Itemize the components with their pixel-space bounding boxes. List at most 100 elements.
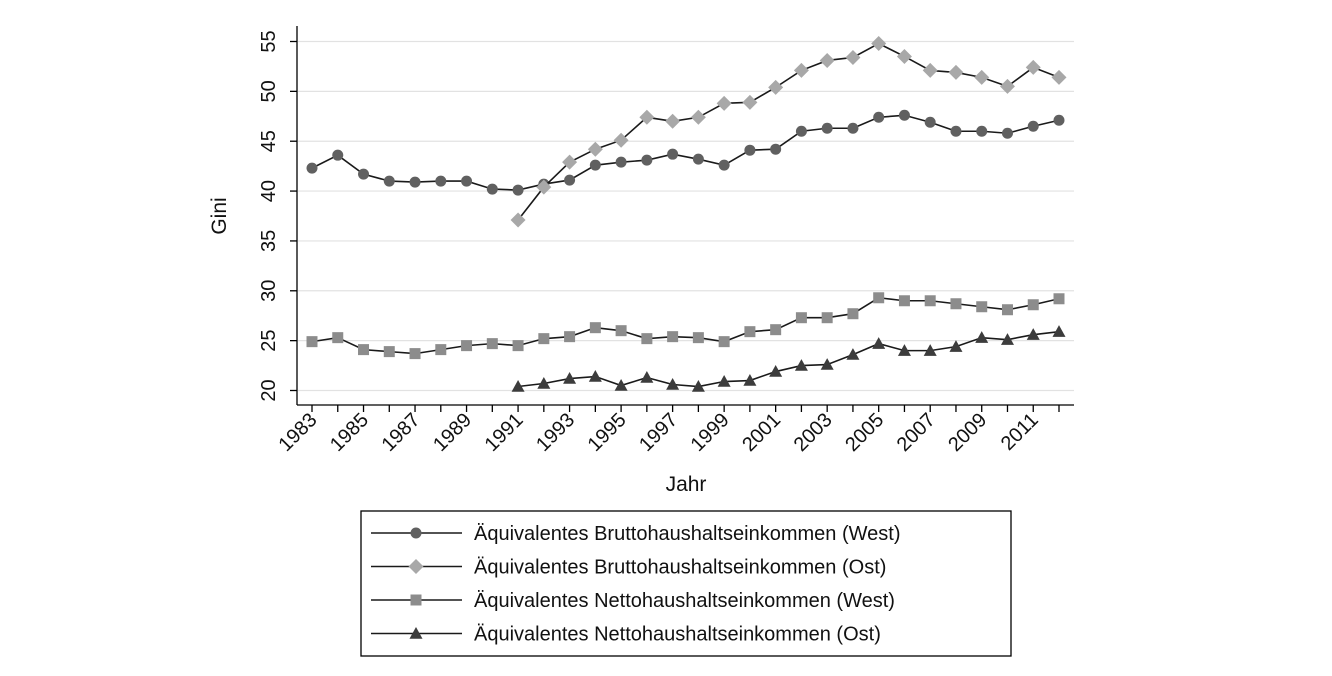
x-axis-title: Jahr: [666, 473, 707, 496]
data-point: [898, 109, 910, 121]
legend-label: Äquivalentes Nettohaushaltseinkommen (Os…: [474, 624, 881, 646]
x-tick-label: 1999: [687, 409, 734, 456]
x-ticks: 1983 1985 1987 1989 1991 1993 1995 1997 1999 2001…: [275, 405, 1060, 456]
data-point: [820, 358, 834, 370]
data-point: [332, 332, 344, 344]
data-point: [563, 372, 577, 384]
data-point: [744, 144, 756, 156]
data-point: [718, 159, 730, 171]
legend-item: Äquivalentes Bruttohaushaltseinkommen (W…: [371, 523, 901, 545]
data-point: [615, 156, 627, 168]
x-tick-label: 2001: [738, 409, 785, 456]
legend-label: Äquivalentes Nettohaushaltseinkommen (We…: [474, 590, 895, 612]
x-tick-label: 1983: [275, 409, 322, 456]
data-point: [795, 312, 807, 324]
data-point: [768, 79, 784, 95]
x-tick-label: 1989: [429, 409, 476, 456]
data-point: [845, 49, 861, 65]
data-point: [1025, 59, 1041, 75]
data-point: [769, 365, 783, 377]
data-point: [846, 348, 860, 360]
data-point: [896, 48, 912, 64]
data-point: [383, 346, 395, 358]
data-point: [976, 125, 988, 137]
data-point: [717, 375, 731, 387]
data-point: [358, 168, 370, 180]
data-point: [486, 183, 498, 195]
data-point: [948, 64, 964, 80]
x-tick-label: 2009: [944, 409, 991, 456]
legend-marker: [409, 627, 423, 639]
y-tick-label: 40: [258, 180, 280, 202]
data-point: [770, 143, 782, 155]
data-point: [667, 148, 679, 160]
x-tick-label: 2003: [790, 409, 837, 456]
data-point: [306, 162, 318, 174]
data-point: [975, 331, 989, 343]
y-tick-label: 25: [258, 330, 280, 352]
data-point: [924, 295, 936, 307]
data-point: [1027, 120, 1039, 132]
data-point: [667, 331, 679, 343]
data-point: [872, 337, 886, 349]
gridlines: [298, 40, 1074, 392]
series-triangle: [511, 325, 1066, 392]
data-point: [358, 344, 370, 356]
x-tick-label: 2011: [997, 409, 1043, 455]
series-square: [306, 292, 1065, 360]
data-point: [691, 380, 705, 392]
data-point: [512, 184, 524, 196]
data-point: [898, 295, 910, 307]
series-diamond: [510, 35, 1067, 228]
data-point: [587, 141, 603, 157]
data-point: [949, 340, 963, 352]
data-point: [306, 336, 318, 348]
x-tick-label: 1991: [481, 409, 528, 456]
data-point: [1026, 328, 1040, 340]
data-point: [770, 324, 782, 336]
data-point: [589, 159, 601, 171]
x-tick-label: 1997: [635, 409, 682, 456]
data-point: [614, 379, 628, 391]
y-ticks: 20 25 30 35 40 45 50 55: [258, 30, 297, 402]
data-point: [999, 78, 1015, 94]
data-point: [536, 179, 552, 195]
data-point: [718, 336, 730, 348]
data-point: [795, 125, 807, 137]
data-point: [461, 175, 473, 187]
data-point: [821, 312, 833, 324]
axes: [296, 26, 1074, 406]
data-point: [332, 149, 344, 161]
x-tick-label: 2007: [893, 409, 940, 456]
series-line: [311, 296, 1060, 355]
y-tick-label: 35: [258, 230, 280, 252]
data-point: [538, 333, 550, 345]
data-point: [666, 378, 680, 390]
legend-marker: [410, 594, 422, 606]
data-point: [974, 69, 990, 85]
data-point: [613, 132, 629, 148]
data-point: [641, 154, 653, 166]
data-point: [641, 333, 653, 345]
legend-label: Äquivalentes Bruttohaushaltseinkommen (O…: [474, 557, 886, 579]
legend: Äquivalentes Bruttohaushaltseinkommen (W…: [360, 510, 1012, 657]
data-point: [950, 125, 962, 137]
y-tick-label: 45: [258, 130, 280, 152]
data-point: [1053, 114, 1065, 126]
data-point: [665, 113, 681, 129]
legend-box: [360, 510, 1012, 657]
y-axis-title: Gini: [208, 197, 231, 234]
data-point: [793, 62, 809, 78]
data-point: [461, 340, 473, 352]
y-tick-label: 55: [258, 30, 280, 52]
legend-item: Äquivalentes Nettohaushaltseinkommen (Os…: [371, 624, 881, 646]
series-circle: [306, 109, 1065, 196]
data-point: [1001, 304, 1013, 316]
x-tick-label: 1985: [326, 409, 373, 456]
data-point: [1052, 325, 1066, 337]
data-point: [562, 154, 578, 170]
data-point: [690, 109, 706, 125]
data-point: [435, 175, 447, 187]
data-point: [742, 94, 758, 110]
data-point: [923, 344, 937, 356]
